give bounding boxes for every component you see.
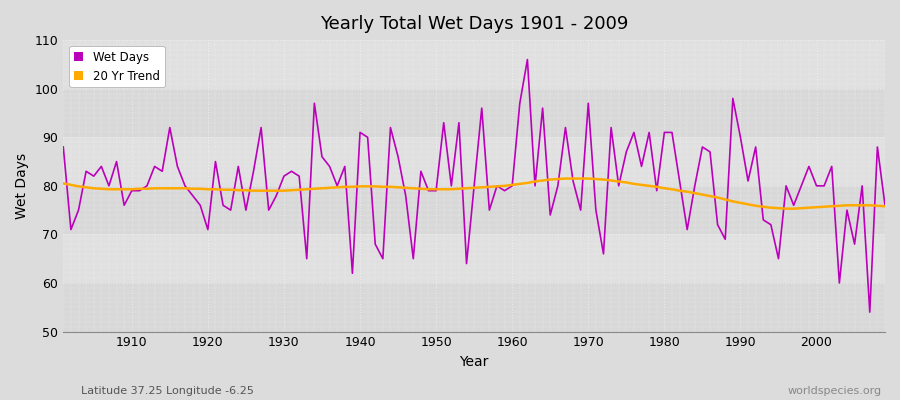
20 Yr Trend xyxy=(119,187,130,192)
Bar xyxy=(63,40,885,89)
Title: Yearly Total Wet Days 1901 - 2009: Yearly Total Wet Days 1901 - 2009 xyxy=(320,15,628,33)
Wet Days xyxy=(332,184,343,188)
Wet Days xyxy=(119,203,130,208)
Wet Days xyxy=(58,144,68,149)
Bar xyxy=(63,186,885,234)
Wet Days xyxy=(879,203,890,208)
20 Yr Trend xyxy=(560,176,571,181)
Y-axis label: Wet Days: Wet Days xyxy=(15,153,29,219)
20 Yr Trend xyxy=(507,182,517,187)
Line: Wet Days: Wet Days xyxy=(63,60,885,312)
Wet Days xyxy=(522,57,533,62)
Wet Days xyxy=(500,188,510,193)
Bar xyxy=(63,89,885,137)
Text: Latitude 37.25 Longitude -6.25: Latitude 37.25 Longitude -6.25 xyxy=(81,386,254,396)
20 Yr Trend xyxy=(58,181,68,186)
Bar xyxy=(63,234,885,283)
20 Yr Trend xyxy=(879,204,890,209)
20 Yr Trend xyxy=(500,184,510,188)
20 Yr Trend xyxy=(780,206,791,211)
Bar xyxy=(63,283,885,332)
X-axis label: Year: Year xyxy=(460,355,489,369)
Legend: Wet Days, 20 Yr Trend: Wet Days, 20 Yr Trend xyxy=(69,46,165,87)
Bar xyxy=(63,137,885,186)
20 Yr Trend xyxy=(606,178,616,183)
20 Yr Trend xyxy=(332,185,343,190)
Line: 20 Yr Trend: 20 Yr Trend xyxy=(63,178,885,209)
Wet Days xyxy=(606,125,616,130)
Wet Days xyxy=(507,184,517,188)
Wet Days xyxy=(286,169,297,174)
Text: worldspecies.org: worldspecies.org xyxy=(788,386,882,396)
Wet Days xyxy=(864,310,875,314)
20 Yr Trend xyxy=(286,188,297,193)
